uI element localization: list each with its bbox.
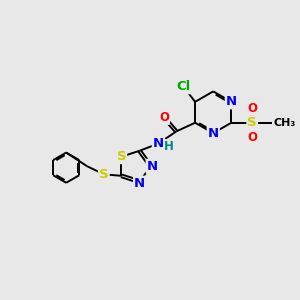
Text: S: S (248, 116, 257, 129)
Text: H: H (164, 140, 174, 153)
Text: N: N (147, 160, 158, 173)
Text: N: N (134, 177, 145, 190)
Text: S: S (99, 168, 109, 181)
Text: O: O (247, 102, 257, 115)
Text: CH₃: CH₃ (273, 118, 296, 128)
Text: O: O (247, 131, 257, 144)
Text: S: S (116, 150, 126, 163)
Text: N: N (153, 137, 164, 150)
Text: N: N (226, 95, 237, 108)
Text: O: O (159, 111, 169, 124)
Text: N: N (208, 127, 219, 140)
Text: Cl: Cl (176, 80, 191, 93)
